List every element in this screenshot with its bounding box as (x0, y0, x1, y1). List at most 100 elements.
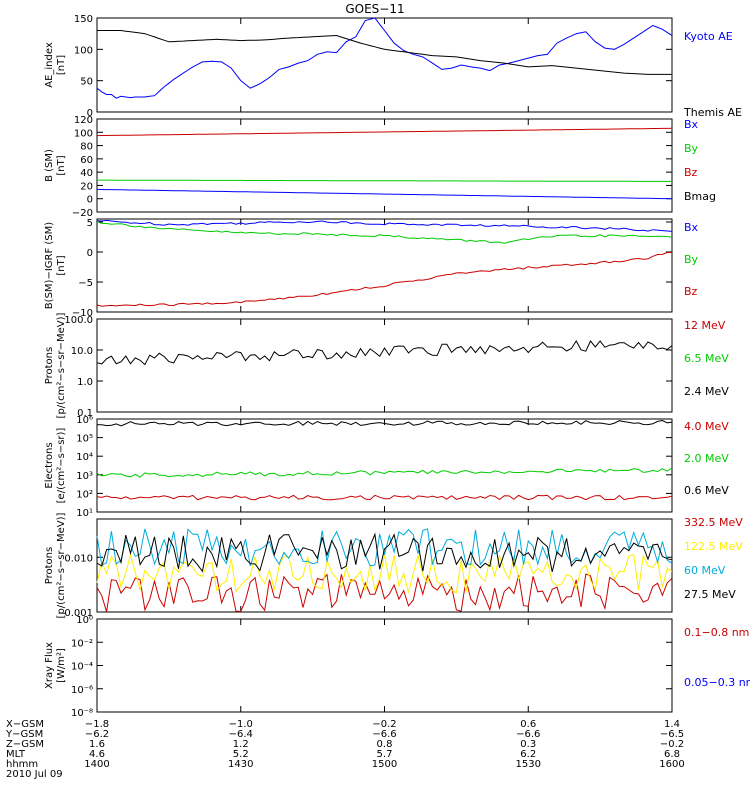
y-axis-label: [nT] (56, 155, 67, 175)
series-line (97, 30, 672, 75)
panel-3: −10 −5 0 5 B(SM)−IGRF (SM) [nT] Bx By Bz (44, 218, 699, 319)
legend-entry: 6.5 MeV (684, 352, 729, 365)
y-tick-label: 10³ (76, 471, 93, 482)
legend-entry: 0.6 MeV (684, 484, 729, 497)
position-value: 6.2 (520, 749, 536, 760)
position-value: −1.8 (85, 719, 109, 730)
series-line (96, 221, 673, 244)
position-value: 1.4 (664, 719, 680, 730)
legend-entry: 60 MeV (684, 564, 726, 577)
position-value: 5.7 (377, 749, 393, 760)
y-tick-label: 10.0 (71, 346, 93, 357)
legend-entry: Kyoto AE (684, 30, 733, 43)
legend-entry: 27.5 MeV (684, 588, 736, 601)
y-tick-label: 10⁰ (76, 615, 93, 626)
panel-1: 0 50 100 150 AE_index [nT] Kyoto AE Themis AE (44, 14, 742, 119)
y-tick-label: 10⁻⁴ (71, 662, 93, 673)
y-axis-label: [p/(cm²−s−sr−MeV)] (56, 312, 67, 418)
panel-frame (96, 118, 673, 213)
panel-7: 10⁻⁸ 10⁻⁶ 10⁻⁴ 10⁻² 10⁰ Xray Flux [W/m²] 0.1−0.… (44, 615, 750, 719)
legend-entry: 4.0 MeV (684, 420, 729, 433)
figure-title: GOES−11 (345, 2, 404, 16)
position-value: −0.2 (660, 739, 684, 750)
legend-entry: Themis AE (683, 106, 742, 119)
position-value: 1530 (516, 759, 541, 770)
position-value: 0.8 (377, 739, 393, 750)
panel-frame (96, 218, 673, 313)
y-axis-label: Xray Flux (44, 642, 55, 689)
y-tick-label: 10² (76, 489, 93, 500)
y-axis-label: [nT] (56, 55, 67, 75)
y-tick-label: 0.1 (77, 408, 93, 419)
y-axis-label: [nT] (56, 255, 67, 275)
legend-entry: 0.05−0.3 nm (684, 676, 750, 689)
legend-entry: 332.5 MeV (684, 516, 743, 529)
y-tick-label: 0.010 (64, 553, 93, 564)
position-row-label: hhmm (6, 759, 38, 770)
legend-entry: 2.4 MeV (684, 385, 729, 398)
position-value: −6.4 (229, 729, 253, 740)
y-axis-label: Protons (44, 547, 55, 584)
series-line (96, 252, 672, 307)
legend-entry: 0.1−0.8 nm (684, 626, 749, 639)
position-value: −0.2 (372, 719, 396, 730)
position-value: −6.6 (516, 729, 540, 740)
y-axis-label: [p/(cm²−s−sr−MeV)] (56, 512, 67, 618)
y-tick-label: 10⁻⁸ (71, 708, 93, 719)
panel-6: 0.001 0.010 Protons [p/(cm²−s−sr−MeV)] 332.5… (44, 512, 743, 619)
y-tick-label: 1.0 (77, 377, 93, 388)
position-value: 1.2 (233, 739, 249, 750)
legend-entry: 2.0 MeV (684, 452, 729, 465)
legend-entry: Bz (684, 285, 698, 298)
position-value: 1600 (659, 759, 684, 770)
series-line (96, 573, 673, 613)
y-tick-label: 10⁴ (76, 452, 93, 463)
y-tick-label: 10⁵ (76, 434, 93, 445)
y-tick-label: 100 (74, 128, 93, 139)
series-line (96, 219, 673, 232)
y-tick-label: 100 (74, 45, 93, 56)
panel-frame (96, 418, 673, 513)
y-tick-label: 0 (87, 248, 93, 259)
position-value: 1400 (84, 759, 109, 770)
position-value: 1.6 (89, 739, 105, 750)
series-line (97, 419, 673, 427)
legend-entry: Bmag (684, 190, 716, 203)
y-tick-label: 100.0 (64, 315, 93, 326)
y-tick-label: 0 (87, 195, 93, 206)
position-value: −1.0 (229, 719, 253, 730)
position-row-label: MLT (6, 749, 26, 760)
position-value: 0.6 (520, 719, 536, 730)
series-line (97, 179, 672, 182)
y-tick-label: 80 (80, 142, 93, 153)
y-tick-label: 0 (87, 108, 93, 119)
legend-entry: Bx (684, 221, 699, 234)
panel-4: 0.1 1.0 10.0 100.0 Protons [p/(cm²−s−sr−MeV)]… (44, 312, 729, 419)
y-axis-label: Electrons (44, 442, 55, 488)
legend-entry: Bz (684, 166, 698, 179)
y-tick-label: 10⁶ (76, 415, 93, 426)
series-line (96, 127, 673, 137)
position-value: −6.6 (372, 729, 396, 740)
y-tick-label: 120 (74, 115, 93, 126)
position-row-label: X−GSM (6, 719, 44, 730)
y-tick-label: 10¹ (76, 508, 93, 519)
series-line (96, 532, 673, 573)
legend-entry: 122.5 MeV (684, 540, 743, 553)
panel-frame (96, 618, 673, 713)
y-tick-label: 150 (74, 14, 93, 25)
panel-2: −20 0 20 40 60 80 100 120 B (SM) [nT] Bx By Bz Bmag (44, 115, 716, 219)
position-value: 1430 (228, 759, 253, 770)
series-line (96, 467, 673, 478)
legend-entry: Bx (684, 118, 699, 131)
series-line (96, 17, 673, 99)
position-value: −6.2 (85, 729, 109, 740)
y-axis-label: AE_index (44, 42, 55, 88)
series-line (96, 188, 673, 200)
y-tick-label: −10 (72, 308, 93, 319)
date-label: 2010 Jul 09 (6, 769, 63, 780)
position-row-label: Z−GSM (6, 739, 44, 750)
y-tick-label: 5 (87, 218, 93, 229)
y-tick-label: 40 (80, 168, 93, 179)
series-line (96, 494, 673, 501)
